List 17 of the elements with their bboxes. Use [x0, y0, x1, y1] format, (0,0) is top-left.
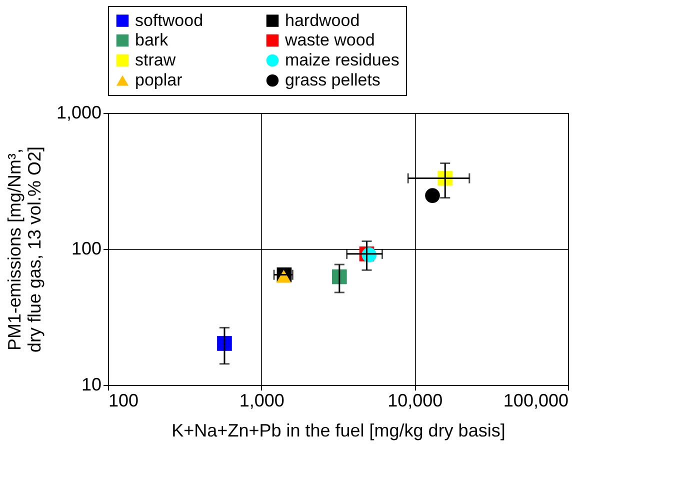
legend-label: straw [135, 50, 176, 70]
y-tick-label: 100 [71, 238, 102, 258]
x-axis-title: K+Na+Zn+Pb in the fuel [mg/kg dry basis] [172, 420, 506, 440]
legend-label: poplar [135, 70, 183, 90]
y-axis-title: PM1-emissions [mg/Nm³, dry flue gas, 13 vol.% O2] [4, 146, 44, 353]
x-tick-label: 100,000 [503, 390, 568, 410]
legend-label: hardwood [285, 10, 360, 30]
legend-label: bark [135, 30, 169, 50]
y-tick-label: 1,000 [56, 102, 102, 122]
y-tick-label: 10 [81, 374, 102, 394]
legend-label: maize residues [285, 50, 400, 70]
x-tick-label: 1,000 [239, 390, 284, 410]
legend-label: grass pellets [285, 70, 380, 90]
x-tick-label: 100 [108, 390, 139, 410]
x-tick-label: 10,000 [388, 390, 443, 410]
legend-label: softwood [135, 10, 204, 30]
legend-label: waste wood [284, 30, 375, 50]
